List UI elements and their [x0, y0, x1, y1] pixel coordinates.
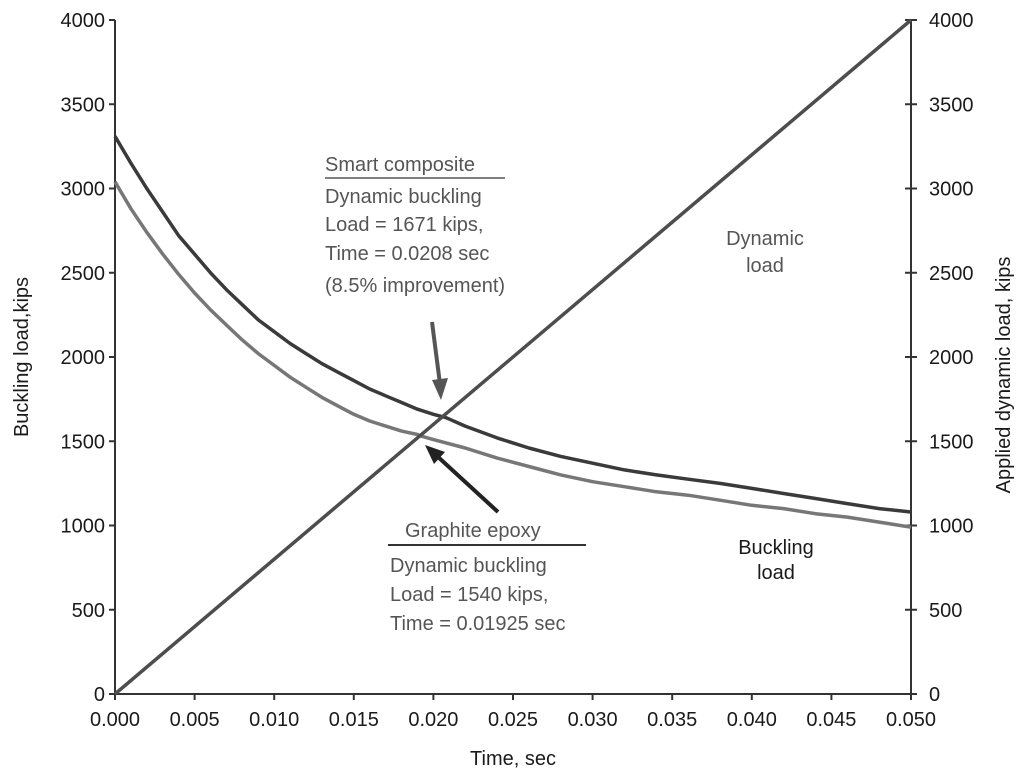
graphite-line-1: Dynamic buckling	[390, 555, 547, 577]
left-tick-label: 1500	[61, 431, 106, 453]
smart-line-4: (8.5% improvement)	[325, 275, 505, 297]
x-tick-label: 0.005	[170, 709, 220, 731]
graphite-line-2: Load = 1540 kips,	[390, 584, 548, 606]
x-tick-label: 0.020	[408, 709, 458, 731]
x-tick-label: 0.010	[249, 709, 299, 731]
series-layer	[113, 18, 913, 696]
dynamic-load-label-1: Dynamic	[726, 228, 804, 250]
x-ticks: 0.000 0.005 0.010 0.015 0.020 0.025 0.030 0.035…	[90, 694, 936, 731]
smart-arrow	[430, 321, 448, 400]
right-tick-label: 3000	[929, 179, 974, 201]
graphite-arrow	[425, 445, 500, 514]
graphite-line-3: Time = 0.01925 sec	[390, 613, 565, 635]
x-tick-label: 0.025	[488, 709, 538, 731]
buckling-load-label-2: load	[757, 562, 795, 584]
right-ticks: 0 500 1000 1500 2000 2500 3000 3500 4000	[905, 10, 974, 706]
left-tick-label: 2500	[61, 263, 106, 285]
right-tick-label: 1500	[929, 431, 974, 453]
x-tick-label: 0.040	[727, 709, 777, 731]
buckling-load-label-1: Buckling	[738, 537, 814, 559]
x-tick-label: 0.030	[568, 709, 618, 731]
x-tick-label: 0.050	[886, 709, 936, 731]
smart-heading: Smart composite	[325, 154, 475, 176]
dynamic-load-label-2: load	[746, 255, 784, 277]
left-tick-label: 4000	[61, 10, 106, 32]
dynamic-series-line	[113, 18, 913, 696]
right-tick-label: 500	[929, 600, 962, 622]
smart-line-2: Load = 1671 kips,	[325, 214, 483, 236]
right-axis-title: Applied dynamic load, kips	[993, 257, 1015, 494]
left-tick-label: 2000	[61, 347, 106, 369]
smart-line-3: Time = 0.0208 sec	[325, 243, 489, 265]
x-tick-label: 0.015	[329, 709, 379, 731]
graphite-heading: Graphite epoxy	[405, 520, 541, 542]
smart-line-1: Dynamic buckling	[325, 186, 482, 208]
smart-annotation: Smart composite Dynamic buckling Load = …	[325, 154, 505, 297]
smart-series-line	[113, 135, 912, 514]
right-tick-label: 2500	[929, 263, 974, 285]
left-tick-label: 1000	[61, 516, 106, 538]
left-axis-title: Buckling load,kips	[11, 277, 33, 437]
right-tick-label: 2000	[929, 347, 974, 369]
left-tick-label: 0	[94, 684, 105, 706]
left-tick-label: 500	[72, 600, 105, 622]
x-tick-label: 0.000	[90, 709, 140, 731]
right-tick-label: 4000	[929, 10, 974, 32]
left-ticks: 0 500 1000 1500 2000 2500 3000 3500 4000	[61, 10, 115, 706]
x-tick-label: 0.045	[806, 709, 856, 731]
x-tick-label: 0.035	[647, 709, 697, 731]
left-tick-label: 3000	[61, 179, 106, 201]
left-tick-label: 3500	[61, 94, 106, 116]
right-tick-label: 0	[929, 684, 940, 706]
right-tick-label: 1000	[929, 516, 974, 538]
x-axis-title: Time, sec	[470, 748, 556, 770]
graphite-series-line	[113, 180, 912, 529]
right-tick-label: 3500	[929, 94, 974, 116]
graphite-annotation: Graphite epoxy Dynamic buckling Load = 1…	[388, 520, 586, 635]
